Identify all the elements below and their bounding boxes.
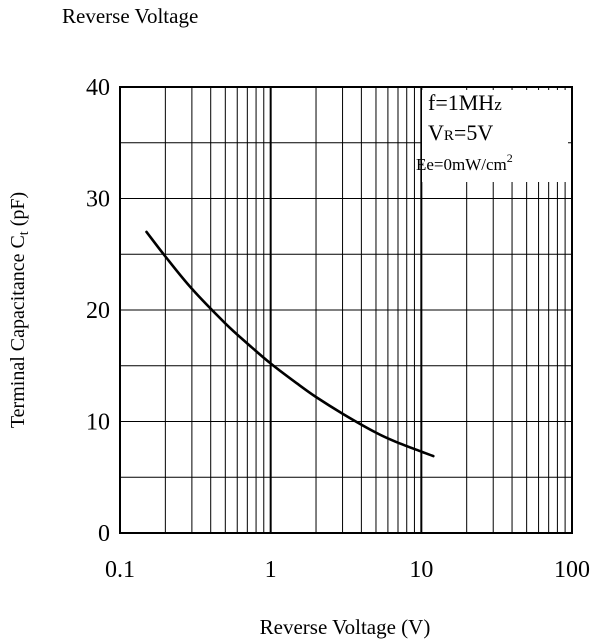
vr-label: VR=5V <box>428 120 493 145</box>
chart-caption: Reverse Voltage <box>62 4 199 28</box>
ee-label: Ee=0mW/cm2 <box>416 151 513 174</box>
y-tick-label: 40 <box>86 75 110 101</box>
x-axis-title: Reverse Voltage (V) <box>260 615 431 639</box>
freq-label: f=1MHz <box>428 90 502 115</box>
y-tick-label: 30 <box>86 187 110 213</box>
capacitance-curve <box>145 230 435 458</box>
minor-grid <box>120 86 572 534</box>
x-tick-label: 0.1 <box>105 557 135 583</box>
x-tick-label: 1 <box>265 557 277 583</box>
y-tick-label: 20 <box>86 298 110 324</box>
y-tick-label: 10 <box>86 410 110 436</box>
y-tick-labels: 0 10 20 30 40 <box>86 75 110 547</box>
x-tick-labels: 0.1 1 10 100 <box>105 557 590 583</box>
y-tick-label: 0 <box>98 521 110 547</box>
y-axis-title: Terminal Capacitance Ct (pF) <box>7 192 32 428</box>
plot-frame <box>119 86 573 534</box>
x-tick-label: 10 <box>409 557 433 583</box>
conditions-box <box>422 90 568 182</box>
x-tick-label: 100 <box>554 557 590 583</box>
